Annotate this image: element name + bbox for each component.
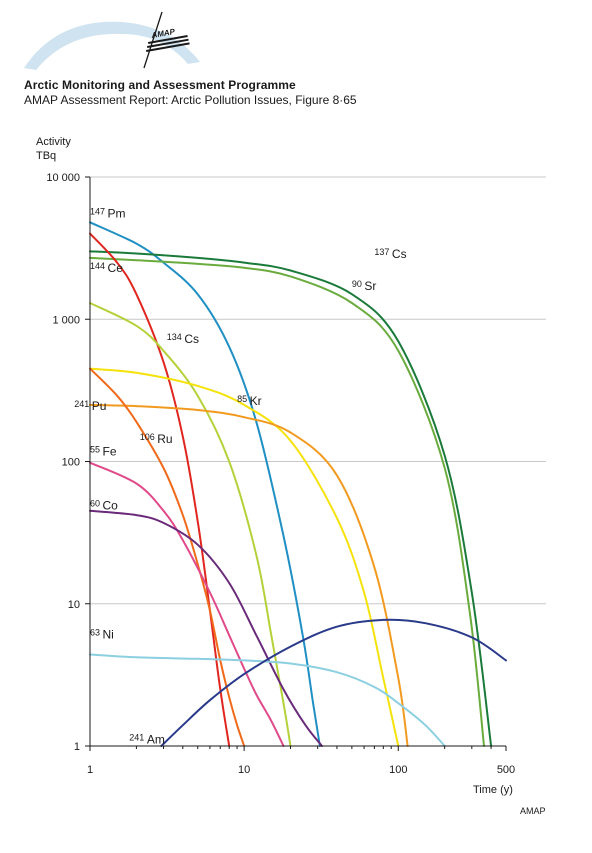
series-label-element: Co (103, 499, 119, 513)
series-label-element: Ce (108, 261, 124, 275)
series-label-mass: 106 (140, 432, 158, 442)
y-tick-label-3: 1 000 (52, 314, 80, 326)
series-label-mass: 63 (90, 628, 103, 638)
axis-ticks: 1 10 100 500 1 10 100 1 000 10 000 (46, 172, 515, 776)
series-label-element: Ni (103, 628, 114, 642)
series-label-element: Cs (184, 332, 199, 346)
series-labels: 147 Pm 137 Cs 90 Sr 144 Ce 134 Cs 85 Kr 241 Pu… (74, 206, 406, 746)
x-tick-label-3: 500 (497, 764, 515, 776)
series-label-mass: 147 (90, 206, 108, 216)
y-tick-label-4: 10 000 (46, 172, 80, 184)
series-label-147-pm: 147 Pm (90, 206, 126, 220)
series-line-85-kr (89, 367, 400, 747)
series-label-90-sr: 90 Sr (352, 279, 377, 293)
y-axis-label-line1: Activity (36, 136, 71, 148)
series-label-mass: 241 (129, 733, 147, 743)
figure-caption: AMAP Assessment Report: Arctic Pollution… (24, 93, 357, 107)
series-line-147-pm (89, 221, 321, 747)
series-line-106-ru (89, 367, 246, 747)
series-line-134-cs (89, 302, 292, 747)
series-line-144-ce (89, 232, 231, 747)
series-label-mass: 85 (237, 394, 250, 404)
amap-logo: AMAP (24, 11, 200, 70)
series-label-mass: 241 (74, 399, 92, 409)
series-label-85-kr: 85 Kr (237, 394, 262, 408)
series-label-element: Am (147, 733, 165, 747)
x-tick-label-2: 100 (389, 764, 407, 776)
series-label-element: Sr (364, 279, 376, 293)
x-tick-label-1: 10 (238, 764, 250, 776)
series-line-63-ni (89, 653, 446, 747)
series-line-137-cs (89, 250, 493, 747)
series-label-mass: 90 (352, 279, 365, 289)
footer-credit: AMAP (520, 806, 546, 816)
series-line-55-fe (89, 461, 285, 747)
series-label-63-ni: 63 Ni (90, 628, 114, 642)
series-line-241-pu (89, 403, 409, 747)
logo-text: AMAP (150, 27, 176, 40)
series-label-mass: 60 (90, 499, 103, 509)
series-label-element: Cs (392, 247, 407, 261)
series-label-134-cs: 134 Cs (167, 332, 199, 346)
series-label-mass: 137 (374, 247, 392, 257)
series-label-106-ru: 106 Ru (140, 432, 173, 446)
y-tick-label-0: 1 (74, 741, 80, 753)
series-lines (89, 221, 507, 747)
series-label-mass: 134 (167, 332, 185, 342)
series-label-mass: 144 (90, 261, 108, 271)
y-tick-label-1: 10 (68, 599, 80, 611)
series-label-element: Fe (103, 445, 117, 459)
series-label-element: Ru (157, 432, 172, 446)
x-axis-label: Time (y) (473, 784, 513, 796)
grid-lines (90, 176, 546, 605)
series-label-55-fe: 55 Fe (90, 445, 117, 459)
series-label-60-co: 60 Co (90, 499, 118, 513)
series-line-241-am (160, 618, 507, 747)
series-label-element: Pu (92, 399, 107, 413)
series-label-mass: 55 (90, 445, 103, 455)
series-label-element: Kr (250, 394, 262, 408)
series-line-90-sr (89, 256, 485, 747)
series-label-241-am: 241 Am (129, 733, 165, 747)
organization-name: Arctic Monitoring and Assessment Program… (24, 78, 296, 92)
y-axis-label-line2: TBq (36, 150, 56, 162)
series-label-element: Pm (108, 206, 126, 220)
series-line-60-co (89, 509, 323, 747)
x-tick-label-0: 1 (87, 764, 93, 776)
series-label-144-ce: 144 Ce (90, 261, 123, 275)
series-label-137-cs: 137 Cs (374, 247, 406, 261)
y-tick-label-2: 100 (62, 457, 80, 469)
series-label-241-pu: 241 Pu (74, 399, 106, 413)
